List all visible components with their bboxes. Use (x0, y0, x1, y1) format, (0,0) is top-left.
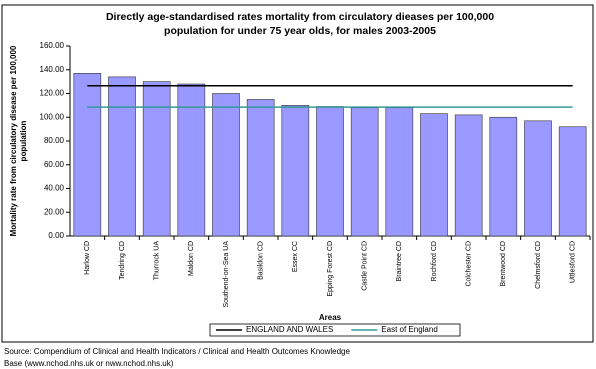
bar (385, 107, 414, 237)
bar (212, 93, 240, 237)
source-note: Source: Compendium of Clinical and Healt… (4, 347, 351, 356)
legend (209, 323, 461, 337)
x-tick-label: Braintree CD (396, 241, 403, 281)
y-tick-label: 20.00 (44, 207, 65, 216)
legend-label: ENGLAND AND WALES (246, 325, 333, 334)
bar (108, 76, 136, 237)
bar (489, 116, 518, 237)
y-tick-label: 80.00 (44, 136, 65, 145)
y-tick-label: 140.00 (40, 65, 65, 74)
bar (142, 81, 171, 237)
bar (558, 126, 587, 237)
y-axis-label: population (19, 120, 28, 161)
y-axis-label: Mortality rate from circulatory disease … (9, 45, 18, 236)
x-tick-label: Rochford CD (431, 241, 438, 281)
x-axis-label: Areas (319, 313, 342, 322)
y-tick-label: 0.00 (48, 231, 64, 240)
x-tick-label: Essex CC (292, 241, 299, 272)
x-tick-label: Harlow CD (84, 241, 91, 275)
x-tick-label: Uttlesford CD (570, 241, 577, 283)
chart-title: population for under 75 year olds, for m… (164, 25, 436, 37)
source-note: Base (www.nchod.nhs.uk or nww.nchod.nhs.… (4, 359, 174, 368)
x-tick-label: Thurrock UA (154, 241, 161, 281)
bar (350, 107, 379, 237)
bar (524, 120, 552, 237)
x-tick-label: Epping Forest CD (327, 241, 334, 297)
bar (177, 83, 206, 237)
x-tick-label: Basildon CD (258, 241, 265, 280)
legend-label: East of England (381, 325, 437, 334)
x-tick-label: Brentwood CD (500, 241, 507, 287)
bar (420, 113, 448, 237)
bar (246, 99, 275, 237)
x-tick-label: Castle Point CD (362, 241, 369, 291)
y-tick-label: 160.00 (40, 41, 65, 50)
y-tick-label: 120.00 (40, 89, 65, 98)
x-tick-label: Chelmsford CD (535, 241, 542, 289)
bar (281, 105, 310, 237)
chart-title: Directly age-standardised rates mortalit… (106, 11, 494, 23)
bar (454, 114, 483, 237)
x-tick-label: Maldon CD (188, 241, 195, 276)
x-tick-label: Colchester CD (466, 241, 473, 287)
y-tick-label: 60.00 (44, 160, 65, 169)
x-tick-label: Tendring CD (119, 241, 126, 280)
y-tick-label: 100.00 (40, 112, 65, 121)
y-tick-label: 40.00 (44, 184, 65, 193)
bar (316, 106, 344, 237)
bar (73, 73, 102, 237)
x-tick-label: Southend-on-Sea UA (223, 241, 230, 308)
